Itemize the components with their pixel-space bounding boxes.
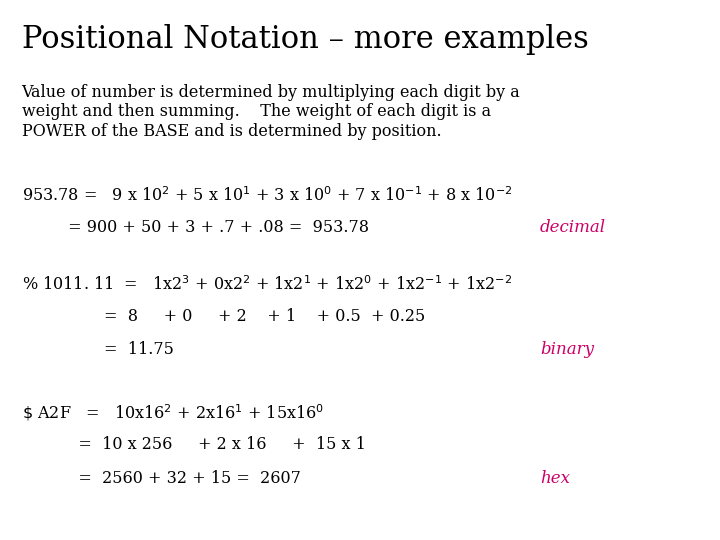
Text: hex: hex [540,470,570,487]
Text: Positional Notation – more examples: Positional Notation – more examples [22,24,588,55]
Text: 953.78 =   9 x 10$^{2}$ + 5 x 10$^{1}$ + 3 x 10$^{0}$ + 7 x 10$^{-1}$ + 8 x 10$^: 953.78 = 9 x 10$^{2}$ + 5 x 10$^{1}$ + 3… [22,186,512,205]
Text: Value of number is determined by multiplying each digit by a
weight and then sum: Value of number is determined by multipl… [22,84,521,140]
Text: $\$$ A2F   =   10x16$^{2}$ + 2x16$^{1}$ + 15x16$^{0}$: $\$$ A2F = 10x16$^{2}$ + 2x16$^{1}$ + 15… [22,402,324,423]
Text: =  11.75: = 11.75 [22,341,174,358]
Text: % 1011. 11  =   1x2$^{3}$ + 0x2$^{2}$ + 1x2$^{1}$ + 1x2$^{0}$ + 1x2$^{-1}$ + 1x2: % 1011. 11 = 1x2$^{3}$ + 0x2$^{2}$ + 1x2… [22,275,512,294]
Text: =  8     + 0     + 2    + 1    + 0.5  + 0.25: = 8 + 0 + 2 + 1 + 0.5 + 0.25 [22,308,425,325]
Text: = 900 + 50 + 3 + .7 + .08 =  953.78: = 900 + 50 + 3 + .7 + .08 = 953.78 [22,219,369,235]
Text: =  2560 + 32 + 15 =  2607: = 2560 + 32 + 15 = 2607 [22,470,300,487]
Text: decimal: decimal [540,219,606,235]
Text: =  10 x 256     + 2 x 16     +  15 x 1: = 10 x 256 + 2 x 16 + 15 x 1 [22,436,366,453]
Text: binary: binary [540,341,594,358]
